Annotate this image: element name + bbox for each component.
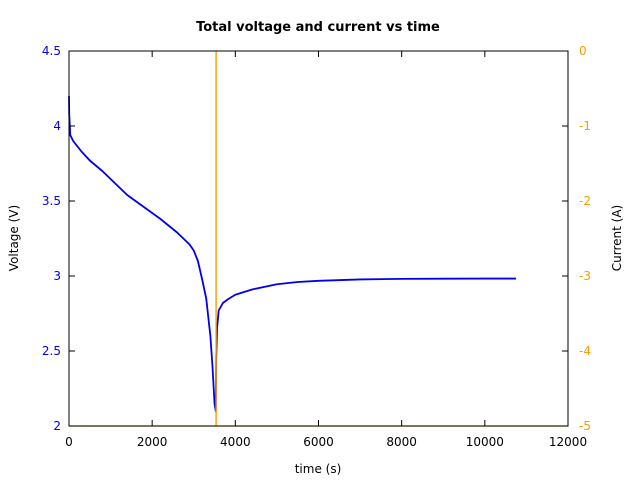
current-series-line — [69, 50, 568, 427]
y2-tick-label: -1 — [579, 119, 591, 133]
x-tick-label: 10000 — [466, 435, 504, 449]
x-tick-label: 2000 — [137, 435, 168, 449]
y-tick-label: 2 — [53, 419, 61, 433]
y2-tick-label: 0 — [579, 44, 587, 58]
y-tick-label: 3 — [53, 269, 61, 283]
y2-tick-label: -4 — [579, 344, 591, 358]
y2-axis-label: Current (A) — [610, 205, 624, 271]
y-axis-label: Voltage (V) — [7, 205, 21, 271]
y-tick-label: 3.5 — [42, 194, 61, 208]
x-tick-label: 12000 — [549, 435, 587, 449]
y2-tick-label: -2 — [579, 194, 591, 208]
y-tick-label: 4 — [53, 119, 61, 133]
y-tick-label: 2.5 — [42, 344, 61, 358]
plot-frame — [68, 50, 569, 427]
y2-tick-label: -5 — [579, 419, 591, 433]
y-tick-label: 4.5 — [42, 44, 61, 58]
x-tick-label: 0 — [65, 435, 73, 449]
chart-title: Total voltage and current vs time — [196, 20, 440, 35]
x-tick-label: 8000 — [386, 435, 417, 449]
axes-layer: 0 2000 4000 6000 8000 10000 12000 2 2.5 3 3.5 4 4.5 -… — [42, 44, 591, 449]
x-tick-label: 6000 — [303, 435, 334, 449]
x-tick-label: 4000 — [220, 435, 251, 449]
y2-tick-label: -3 — [579, 269, 591, 283]
series-layer — [68, 50, 568, 427]
x-axis-label: time (s) — [295, 462, 342, 476]
voltage-series-line — [68, 95, 517, 412]
